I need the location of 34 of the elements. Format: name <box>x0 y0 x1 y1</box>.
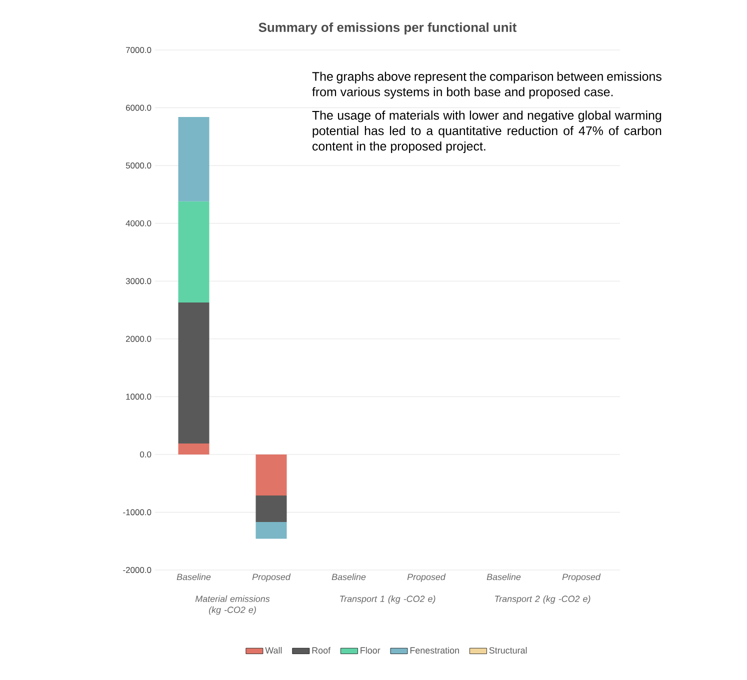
text: Transport 1 (kg -CO2 e) <box>340 595 436 604</box>
y-tick-label: 0.0 <box>140 451 152 458</box>
y-tick-label: 4000.0 <box>126 220 152 226</box>
y-tick-label: 2000.0 <box>126 336 152 342</box>
legend-label: Roof <box>312 646 331 654</box>
x-tick-label: Baseline <box>486 574 521 580</box>
legend-label: Wall <box>265 646 282 654</box>
y-tick-label: 1000.0 <box>126 394 152 400</box>
bar <box>178 201 210 302</box>
text: Transport 2 (kg -CO2 e) <box>495 595 590 604</box>
bar <box>178 117 210 202</box>
chart-title: Summary of emissions per functional unit <box>258 22 517 35</box>
bar <box>178 443 210 454</box>
x-tick-label: Baseline <box>332 574 366 580</box>
annotation: The usage of materials with lower and negative global warming potential has led to a quantitative reduction of 47% of carbon content in the proposed project. <box>312 110 662 154</box>
y-tick-label: 6000.0 <box>126 104 152 111</box>
x-tick-label: Proposed <box>562 574 601 582</box>
x-tick-label: Proposed <box>407 574 446 582</box>
bar <box>178 302 210 444</box>
legend-label: Floor <box>360 646 380 654</box>
y-tick-label: 3000.0 <box>126 278 152 284</box>
y-tick-label: -2000.0 <box>123 567 152 573</box>
x-tick-label: Proposed <box>252 574 291 582</box>
bar <box>256 454 287 496</box>
x-tick-label: Baseline <box>176 574 211 580</box>
y-tick-label: -1000.0 <box>123 509 152 516</box>
legend-label: Fenestration <box>410 646 459 654</box>
annotation: The graphs above represent the comparison between emissions from various systems in both base and proposed case. <box>312 72 662 99</box>
bar <box>256 495 287 522</box>
bar <box>256 522 287 539</box>
y-tick-label: 5000.0 <box>126 162 152 169</box>
legend-label: Structural <box>489 646 527 654</box>
y-tick-label: 7000.0 <box>126 47 152 53</box>
text: Material emissions (kg -CO2 e) <box>195 595 270 615</box>
